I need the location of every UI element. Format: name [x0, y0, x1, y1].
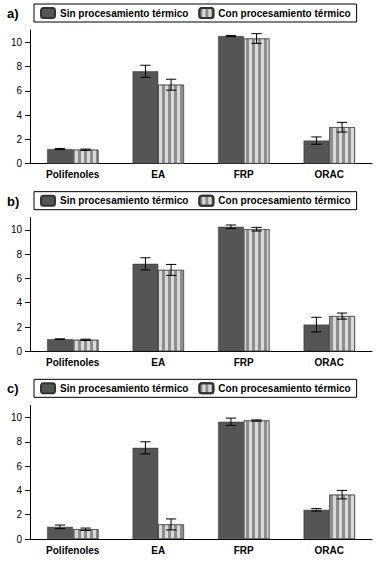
svg-text:Sin procesamiento térmico: Sin procesamiento térmico: [60, 195, 188, 206]
svg-text:Con procesamiento térmico: Con procesamiento térmico: [218, 383, 350, 394]
svg-text:10: 10: [11, 412, 23, 423]
svg-text:10: 10: [11, 224, 23, 235]
svg-text:Sin procesamiento térmico: Sin procesamiento térmico: [60, 383, 188, 394]
svg-text:a): a): [7, 6, 19, 21]
svg-text:ORAC: ORAC: [315, 357, 344, 368]
svg-text:10: 10: [11, 37, 23, 48]
svg-text:Polifenoles: Polifenoles: [46, 169, 100, 180]
svg-text:6: 6: [16, 461, 22, 472]
svg-text:Sin procesamiento térmico: Sin procesamiento térmico: [60, 8, 188, 19]
svg-text:EA: EA: [151, 545, 165, 556]
svg-text:8: 8: [16, 61, 22, 72]
svg-text:ORAC: ORAC: [315, 169, 344, 180]
svg-text:FRP: FRP: [234, 169, 254, 180]
svg-text:0: 0: [16, 158, 22, 169]
svg-text:0: 0: [16, 346, 22, 357]
svg-text:6: 6: [16, 85, 22, 96]
svg-text:4: 4: [16, 485, 22, 496]
svg-text:Con procesamiento térmico: Con procesamiento térmico: [218, 8, 350, 19]
svg-text:Con procesamiento térmico: Con procesamiento térmico: [218, 195, 350, 206]
svg-text:2: 2: [16, 322, 22, 333]
svg-text:c): c): [7, 381, 19, 396]
svg-text:ORAC: ORAC: [315, 545, 344, 556]
svg-text:8: 8: [16, 249, 22, 260]
svg-text:2: 2: [16, 134, 22, 145]
svg-text:0: 0: [16, 534, 22, 545]
svg-text:EA: EA: [151, 169, 165, 180]
svg-text:4: 4: [16, 110, 22, 121]
svg-text:EA: EA: [151, 357, 165, 368]
svg-text:FRP: FRP: [234, 545, 254, 556]
svg-text:2: 2: [16, 509, 22, 520]
svg-text:b): b): [7, 194, 19, 209]
svg-text:6: 6: [16, 273, 22, 284]
svg-text:4: 4: [16, 297, 22, 308]
svg-text:Polifenoles: Polifenoles: [46, 357, 100, 368]
svg-text:FRP: FRP: [234, 357, 254, 368]
svg-text:Polifenoles: Polifenoles: [46, 545, 100, 556]
svg-text:8: 8: [16, 436, 22, 447]
